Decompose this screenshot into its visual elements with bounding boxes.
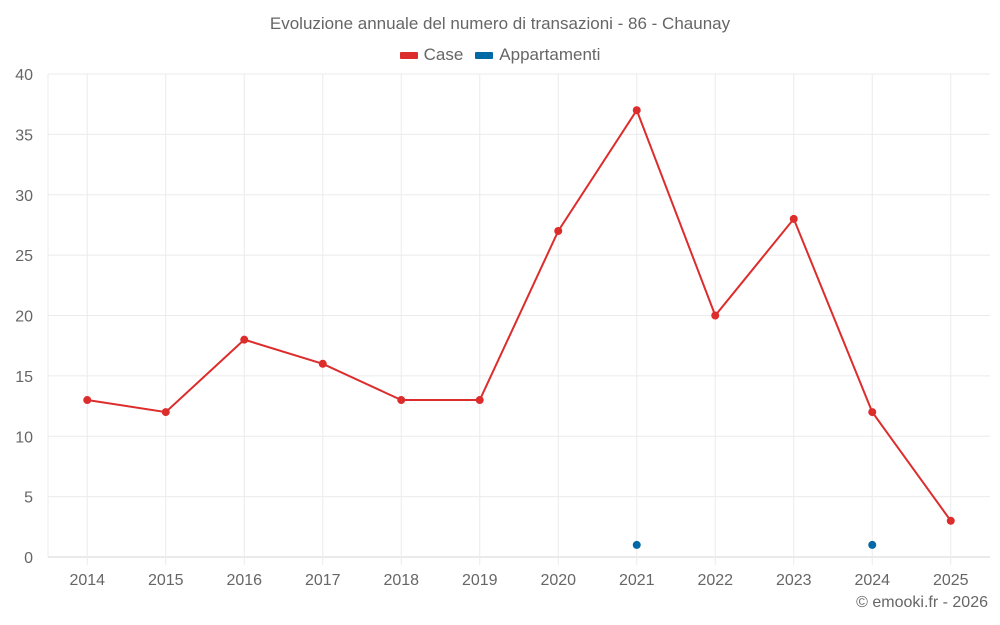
data-point[interactable] xyxy=(161,408,170,417)
data-point[interactable] xyxy=(318,359,327,368)
y-tick-label: 30 xyxy=(15,188,33,205)
x-tick-label: 2019 xyxy=(462,572,498,589)
y-tick-label: 20 xyxy=(15,309,33,326)
data-point[interactable] xyxy=(711,311,720,320)
series-line xyxy=(87,108,952,522)
data-point[interactable] xyxy=(475,396,484,405)
data-point[interactable] xyxy=(632,540,641,549)
legend-label-appartamenti: Appartamenti xyxy=(499,45,601,64)
data-point[interactable] xyxy=(554,226,563,235)
legend-item-appartamenti[interactable]: Appartamenti xyxy=(475,45,600,65)
x-tick-label: 2016 xyxy=(226,572,262,589)
credit-text: © emooki.fr - 2026 xyxy=(856,594,988,611)
x-tick-label: 2018 xyxy=(383,572,419,589)
y-tick-label: 25 xyxy=(15,248,33,265)
x-tick-label: 2017 xyxy=(305,572,341,589)
legend-swatch-case xyxy=(399,51,418,59)
x-tick-label: 2021 xyxy=(619,572,655,589)
data-point[interactable] xyxy=(397,396,406,405)
x-tick-label: 2025 xyxy=(933,572,969,589)
y-tick-label: 0 xyxy=(24,550,33,567)
legend-item-case[interactable]: Case xyxy=(399,45,464,65)
data-point[interactable] xyxy=(868,408,877,417)
data-point[interactable] xyxy=(946,516,955,525)
data-point[interactable] xyxy=(868,540,877,549)
x-tick-label: 2022 xyxy=(697,572,733,589)
y-tick-label: 40 xyxy=(15,67,33,84)
x-tick-label: 2024 xyxy=(854,572,890,589)
legend: Case Appartamenti xyxy=(0,45,1000,65)
y-tick-label: 35 xyxy=(15,127,33,144)
x-tick-label: 2015 xyxy=(148,572,184,589)
x-tick-label: 2023 xyxy=(776,572,812,589)
y-tick-label: 10 xyxy=(15,429,33,446)
data-point[interactable] xyxy=(789,214,798,223)
y-tick-label: 15 xyxy=(15,369,33,386)
y-tick-label: 5 xyxy=(24,490,33,507)
x-tick-label: 2014 xyxy=(69,572,105,589)
data-point[interactable] xyxy=(632,106,641,115)
data-point[interactable] xyxy=(240,335,249,344)
chart-title: Evoluzione annuale del numero di transaz… xyxy=(269,14,731,33)
legend-label-case: Case xyxy=(423,45,464,64)
legend-swatch-appartamenti xyxy=(475,51,494,59)
data-point[interactable] xyxy=(83,396,92,405)
x-tick-label: 2020 xyxy=(540,572,576,589)
